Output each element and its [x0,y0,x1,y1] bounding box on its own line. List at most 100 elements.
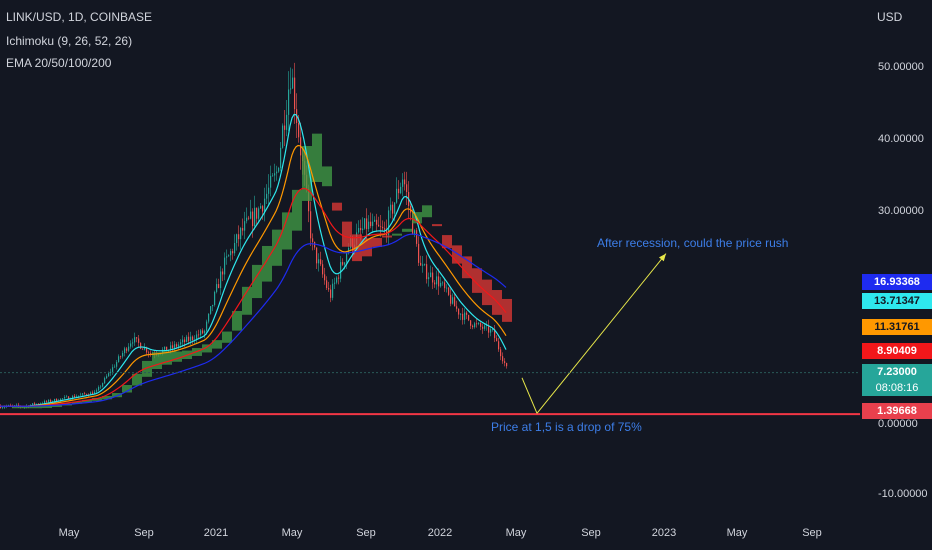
candle-body [276,171,278,174]
candle-body [142,348,144,350]
candle-body [110,371,112,373]
candle-body [428,277,430,280]
cloud-segment [332,202,342,211]
annotation-recovery[interactable]: After recession, could the price rush [597,236,789,250]
candle-body [484,325,486,329]
candle-body [390,204,392,211]
candle-body [384,228,386,230]
candle-body [468,314,470,321]
candle-body [266,193,268,199]
x-tick: May [726,527,748,539]
candle-body [124,348,126,354]
candle-body [236,234,238,243]
candle-body [330,289,332,298]
cloud-segment [12,406,22,409]
candle-body [436,276,438,285]
price-tag-ema200: 16.93368 [862,274,932,290]
candle-body [98,387,100,391]
candle-body [76,396,78,398]
candle-body [340,262,342,279]
candle-body [228,255,230,257]
cloud-segment [102,396,112,400]
annotation-drop[interactable]: Price at 1,5 is a drop of 75% [491,420,642,434]
candle-body [174,344,176,348]
candle-body [490,329,492,333]
candle-body [82,393,84,395]
candle-body [180,342,182,345]
x-tick: May [505,527,527,539]
cloud-segment [22,406,32,409]
candle-body [476,323,478,325]
candle-body [288,89,290,115]
price-tag-level: 1.39668 [862,403,932,419]
candle-body [118,356,120,363]
cloud-segment [92,397,102,401]
cloud-segment [502,298,512,322]
price-chart[interactable] [0,0,860,550]
candle-body [60,398,62,401]
cloud-segment [122,384,132,393]
candle-body [310,211,312,239]
candle-body [360,228,362,231]
candle-body [8,405,10,407]
cloud-segment [222,331,232,343]
candle-body [256,207,258,219]
candle-body [426,264,428,280]
candle-body [150,353,152,354]
candle-body [66,396,68,398]
candle-body [56,398,58,402]
candle-body [472,325,474,328]
candle-body [448,287,450,295]
symbol-legend[interactable]: LINK/USD, 1D, COINBASE [6,10,153,24]
candle-body [342,262,344,265]
candle-body [470,320,472,326]
candle-body [346,253,348,263]
candle-body [50,399,52,402]
candle-body [262,206,264,212]
candle-body [120,356,122,358]
candle-body [140,342,142,349]
candle-body [504,361,506,363]
candle-body [94,391,96,395]
candle-body [230,251,232,256]
candle-body [398,188,400,194]
candle-body [396,188,398,203]
candle-body [292,77,294,89]
candle-body [196,334,198,340]
candle-body [254,207,256,227]
cloud-segment [302,146,312,201]
candle-body [186,336,188,343]
ichimoku-legend[interactable]: Ichimoku (9, 26, 52, 26) [6,34,133,48]
candle-body [370,221,372,227]
candle-body [480,323,482,327]
price-tag-ema20: 13.71347 [862,293,932,309]
x-tick: Sep [134,527,154,539]
candle-body [268,187,270,194]
projection-arrow-line[interactable] [536,253,667,414]
candle-body [258,208,260,219]
candle-body [132,342,134,344]
candle-body [440,282,442,287]
candle-body [18,404,20,406]
y-tick: 40.00000 [878,133,924,145]
candle-body [284,125,286,130]
candle-body [34,403,36,405]
cloud-segment [262,245,272,282]
candle-body [108,372,110,377]
candle-body [294,77,296,110]
candle-body [2,407,4,409]
candle-body [324,274,326,281]
candle-body [218,284,220,289]
candle-body [136,337,138,339]
cloud-segment [292,189,302,231]
candle-body [332,283,334,298]
candle-body [312,238,314,242]
candle-body [492,329,494,330]
candle-body [336,277,338,283]
ema-legend[interactable]: EMA 20/50/100/200 [6,56,112,70]
price-axis[interactable]: 50.00000 40.00000 30.00000 0.00000 -10.0… [860,0,932,550]
candle-body [318,259,320,264]
cloud-segment [252,264,262,299]
candle-body [316,247,318,264]
candle-body [14,405,16,407]
